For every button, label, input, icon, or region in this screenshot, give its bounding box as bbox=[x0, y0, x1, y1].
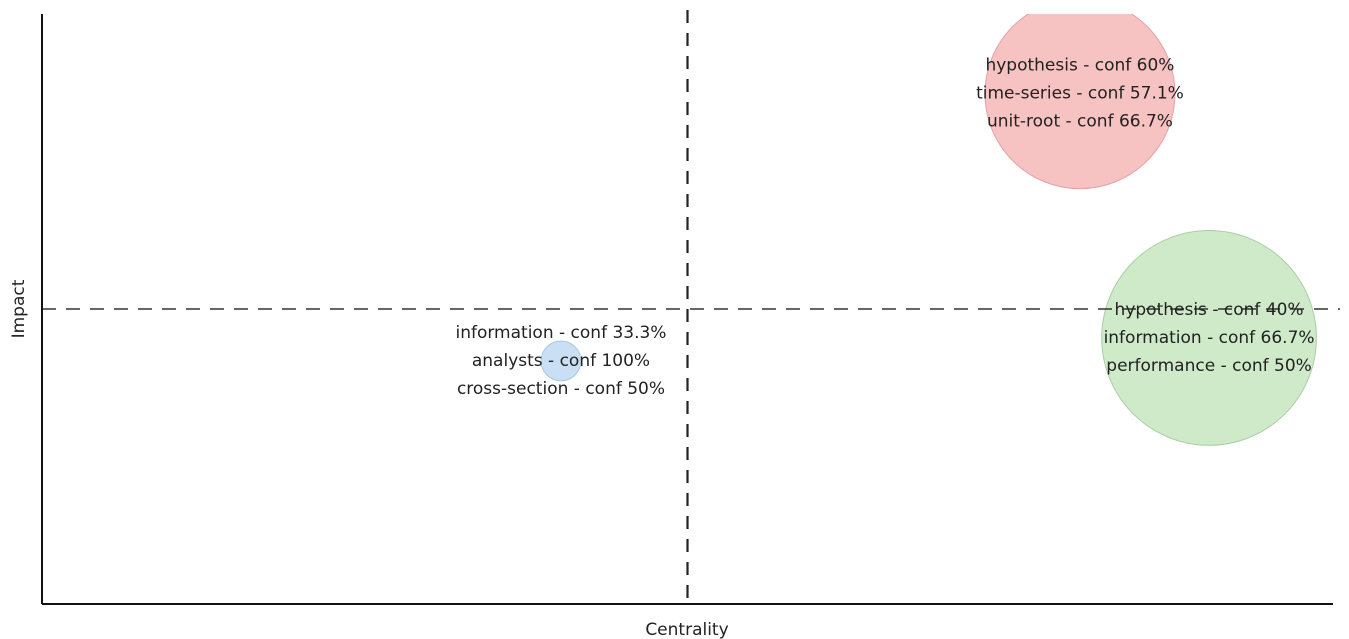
cluster-3-keyword-label: cross-section - conf 50% bbox=[457, 379, 665, 399]
y-axis-label: Impact bbox=[9, 279, 29, 338]
bubbles-layer bbox=[540, 14, 1317, 446]
cluster-bubble-3 bbox=[540, 340, 582, 382]
bubble-labels-layer: hypothesis - conf 60% time-series - conf … bbox=[455, 56, 1314, 399]
cluster-2-keyword-label: information - conf 66.7% bbox=[1104, 328, 1315, 348]
x-axis-label: Centrality bbox=[645, 620, 728, 639]
cluster-1-keyword-label: hypothesis - conf 60% bbox=[985, 56, 1174, 76]
cluster-3-keyword-label: information - conf 33.3% bbox=[455, 323, 666, 343]
cluster-3-keyword-label: analysts - conf 100% bbox=[472, 351, 650, 371]
cluster-1-keyword-label: time-series - conf 57.1% bbox=[976, 84, 1184, 104]
cluster-bubble-1 bbox=[984, 14, 1176, 190]
reference-lines bbox=[42, 10, 1340, 604]
cluster-1-keyword-label: unit-root - conf 66.7% bbox=[987, 112, 1173, 132]
cluster-2-keyword-label: performance - conf 50% bbox=[1106, 356, 1312, 376]
axes bbox=[41, 14, 1333, 605]
cluster-bubble-2 bbox=[1101, 230, 1317, 446]
cluster-2-keyword-label: hypothesis - conf 40% bbox=[1115, 300, 1304, 320]
